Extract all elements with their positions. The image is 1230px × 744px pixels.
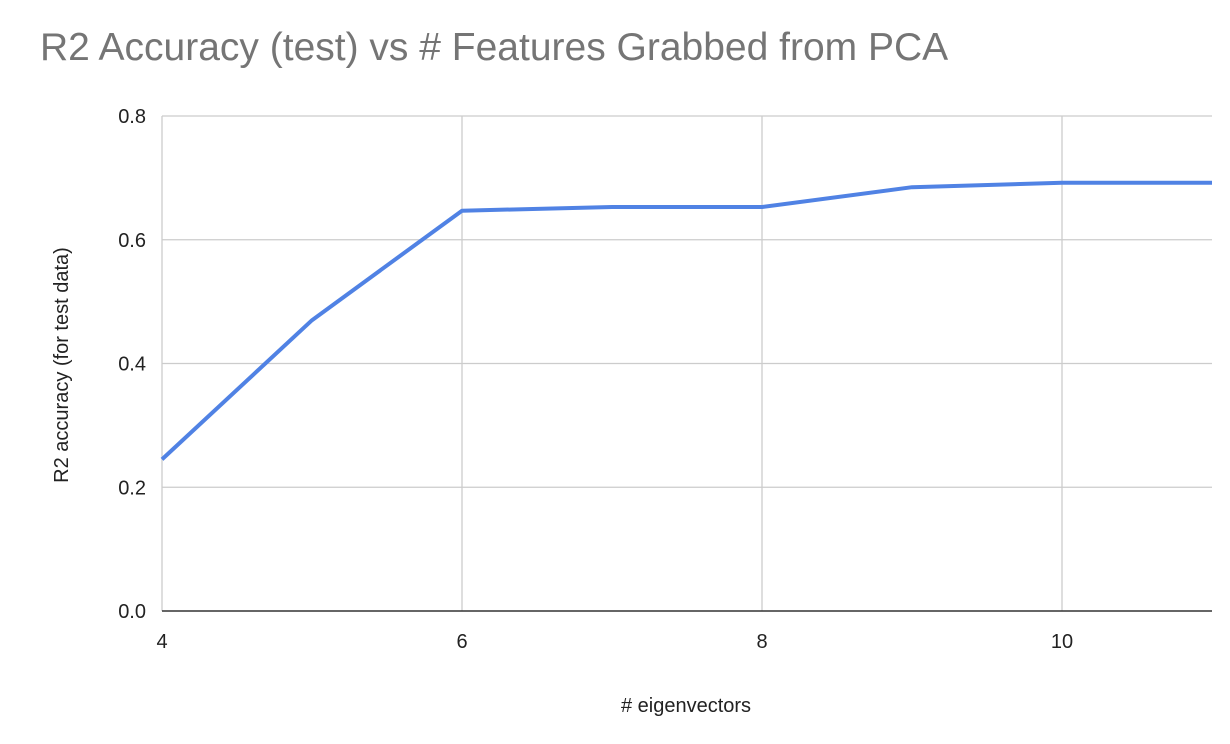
tick-labels: 0.0 0.2 0.4 0.6 0.8 4 6 8 10 (118, 106, 1073, 653)
data-point (1060, 181, 1064, 185)
data-point (460, 209, 464, 213)
y-axis-title: R2 accuracy (for test data) (51, 247, 73, 483)
y-tick-label: 0.6 (118, 230, 146, 252)
y-tick-label: 0.4 (118, 354, 146, 376)
data-point (910, 185, 914, 189)
y-tick-label: 0.2 (118, 477, 146, 499)
data-point (310, 318, 314, 322)
data-point (760, 205, 764, 209)
axes (161, 116, 1212, 612)
series-layer (160, 180, 1214, 461)
series-line (160, 180, 1212, 461)
x-tick-label: 10 (1051, 631, 1073, 653)
x-tick-label: 4 (156, 631, 167, 653)
x-tick-label: 6 (456, 631, 467, 653)
y-tick-label: 0.8 (118, 106, 146, 128)
chart-title: R2 Accuracy (test) vs # Features Grabbed… (40, 26, 949, 69)
y-tick-label: 0.0 (118, 601, 146, 623)
data-point (1210, 181, 1214, 185)
grid-lines (162, 115, 1212, 611)
data-point (160, 457, 164, 461)
data-point (610, 205, 614, 209)
x-tick-label: 8 (756, 631, 767, 653)
x-axis-title: # eigenvectors (621, 695, 751, 717)
